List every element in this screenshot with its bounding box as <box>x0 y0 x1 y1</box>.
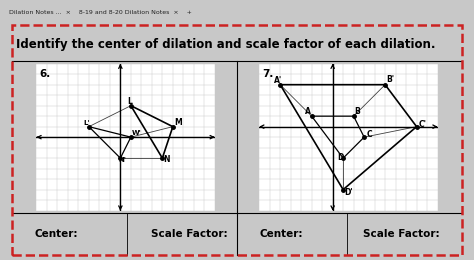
Text: A': A' <box>274 76 282 84</box>
Text: 7.: 7. <box>262 69 273 79</box>
Text: D': D' <box>344 188 353 197</box>
Text: 6.: 6. <box>39 69 51 79</box>
Text: B: B <box>355 107 360 116</box>
Text: Dilation Notes ...  ×    8-19 and 8-20 Dilation Notes  ×    +: Dilation Notes ... × 8-19 and 8-20 Dilat… <box>9 10 192 15</box>
Text: B': B' <box>386 75 394 83</box>
Text: L': L' <box>83 120 90 126</box>
Text: A: A <box>305 107 311 116</box>
Text: Identify the center of dilation and scale factor of each dilation.: Identify the center of dilation and scal… <box>16 38 436 51</box>
Text: C: C <box>366 130 372 139</box>
Text: D: D <box>337 153 343 162</box>
Text: Center:: Center: <box>259 229 303 239</box>
Text: N': N' <box>118 157 126 163</box>
Text: N: N <box>164 155 170 164</box>
Text: Scale Factor:: Scale Factor: <box>151 229 228 239</box>
Text: Center:: Center: <box>34 229 78 239</box>
Text: L: L <box>128 96 133 106</box>
Text: W': W' <box>132 130 142 136</box>
Text: C': C' <box>419 120 427 129</box>
Text: Scale Factor:: Scale Factor: <box>363 229 440 239</box>
Text: M: M <box>174 118 182 127</box>
